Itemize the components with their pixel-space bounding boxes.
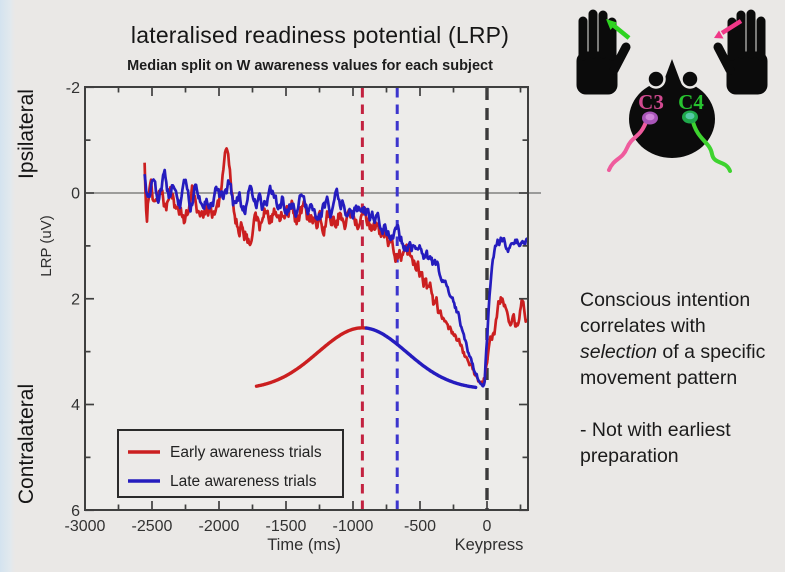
bell-curve-early-half <box>254 326 368 388</box>
conclusion-line: correlates with <box>580 315 706 337</box>
c4-electrode-dot <box>682 110 698 124</box>
conclusion-line: - Not with earliest <box>580 419 731 441</box>
chart-title: lateralised readiness potential (LRP) <box>130 22 510 48</box>
c4-electrode-wire <box>691 120 732 173</box>
x-tick-label: -500 <box>404 518 436 535</box>
legend-label-early: Early awareness trials <box>170 444 322 461</box>
keypress-label: Keypress <box>455 536 524 554</box>
c4-label: C4 <box>678 90 704 114</box>
x-axis-title: Time (ms) <box>267 536 341 554</box>
early-awareness-trace <box>143 147 528 387</box>
head-top-view-icon <box>629 59 715 158</box>
x-tick-label: -2000 <box>199 518 240 535</box>
conclusion-line-rest: of a specific <box>656 341 766 363</box>
c3-electrode-dot <box>642 111 658 125</box>
x-tick-label: -2500 <box>132 518 173 535</box>
conclusion-text: Conscious intention correlates with sele… <box>580 287 785 469</box>
axis-ticks-group <box>84 86 528 512</box>
right-ear-dot <box>680 69 700 89</box>
c3-electrode-wire <box>607 120 648 172</box>
conclusion-line: selection of a specific <box>580 339 785 365</box>
y-tick-label: 0 <box>71 186 80 203</box>
right-hand-arrow-icon <box>714 19 743 39</box>
legend: Early awareness trials Late awareness tr… <box>117 429 344 498</box>
c3-label: C3 <box>638 90 664 114</box>
chart-subtitle: Median split on W awareness values for e… <box>127 58 493 74</box>
conclusion-line: movement pattern <box>580 367 738 389</box>
selection-italic: selection <box>580 341 657 363</box>
w-time-distribution-curve <box>254 326 478 390</box>
axis-tick-labels-group: -3000 -2500 -2000 -1500 -1000 -500 0 -2 0 2 4 6 <box>65 80 492 535</box>
conclusion-line: Conscious intention <box>580 289 751 311</box>
dashed-vlines-group <box>360 88 489 509</box>
legend-label-late: Late awareness trials <box>170 473 317 490</box>
x-tick-label: -1000 <box>333 518 374 535</box>
left-ear-dot <box>646 69 666 89</box>
y-tick-label: 4 <box>71 397 80 414</box>
x-tick-label: 0 <box>483 518 492 535</box>
bell-curve-late-half <box>364 326 478 390</box>
conclusion-line: preparation <box>580 445 679 467</box>
y-axis-title: LRP (uV) <box>38 215 55 276</box>
y-tick-label: -2 <box>66 80 80 97</box>
legend-box <box>117 429 344 498</box>
slide-left-edge-strip <box>0 0 15 572</box>
left-hand-arrow-icon <box>606 19 631 40</box>
left-hand-icon <box>576 9 631 95</box>
x-tick-label: -3000 <box>65 518 106 535</box>
x-tick-label: -1500 <box>266 518 307 535</box>
lrp-traces-group <box>143 147 528 388</box>
late-awareness-trace <box>143 168 528 388</box>
right-hand-icon <box>713 9 768 95</box>
electrode-illustration: C3 C4 <box>576 9 768 173</box>
y-tick-label: 2 <box>71 291 80 308</box>
y-tick-label: 6 <box>71 503 80 520</box>
